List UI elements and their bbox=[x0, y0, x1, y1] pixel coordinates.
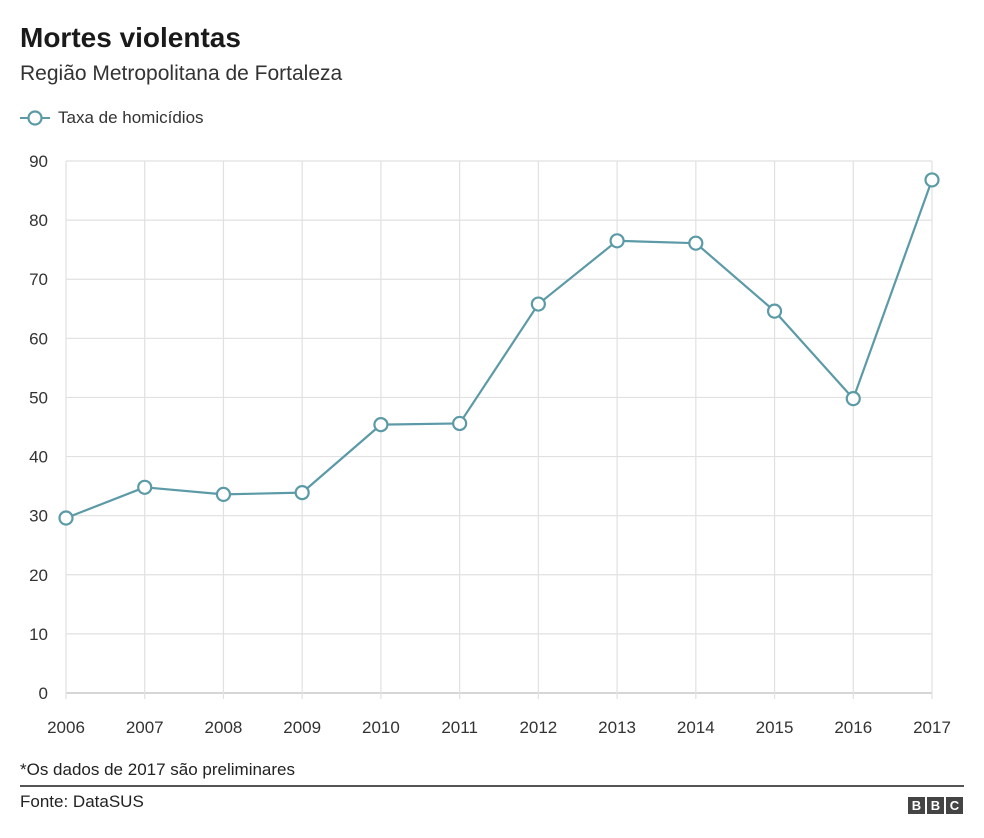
bbc-logo-letter: B bbox=[927, 797, 944, 814]
x-tick-label: 2012 bbox=[519, 718, 557, 737]
bbc-logo: B B C bbox=[908, 797, 963, 814]
data-point bbox=[452, 415, 468, 432]
footnote: *Os dados de 2017 são preliminares bbox=[20, 760, 295, 779]
x-tick-label: 2009 bbox=[283, 718, 321, 737]
y-tick-label: 60 bbox=[29, 329, 48, 348]
chart-subtitle: Região Metropolitana de Fortaleza bbox=[20, 62, 343, 85]
x-tick-label: 2016 bbox=[834, 718, 872, 737]
y-tick-label: 0 bbox=[39, 684, 48, 703]
series-taxa-de-homicidios bbox=[58, 172, 940, 526]
y-tick-label: 70 bbox=[29, 270, 48, 289]
data-point bbox=[766, 303, 783, 319]
data-point bbox=[530, 296, 546, 312]
x-tick-label: 2007 bbox=[126, 718, 164, 737]
data-point bbox=[688, 235, 704, 251]
y-tick-label: 50 bbox=[29, 388, 48, 407]
y-tick-label: 90 bbox=[29, 152, 48, 171]
chart-title: Mortes violentas bbox=[20, 22, 241, 53]
x-tick-label: 2010 bbox=[362, 718, 400, 737]
data-point bbox=[294, 485, 310, 501]
x-axis-labels: 2006 2007 2008 2009 2010 2011 2012 2013 2014 2015… bbox=[47, 718, 951, 737]
x-tick-label: 2008 bbox=[205, 718, 243, 737]
data-point bbox=[215, 486, 232, 502]
x-tick-label: 2015 bbox=[756, 718, 794, 737]
y-tick-label: 30 bbox=[29, 507, 48, 526]
source-credit: Fonte: DataSUS bbox=[20, 792, 144, 811]
x-tick-label: 2014 bbox=[677, 718, 715, 737]
legend-line-marker-icon bbox=[20, 110, 50, 126]
bbc-logo-letter: B bbox=[908, 797, 925, 814]
x-tick-label: 2011 bbox=[441, 718, 478, 737]
data-point bbox=[845, 391, 861, 407]
data-point bbox=[373, 417, 389, 433]
y-axis-labels: 0 10 20 30 40 50 60 70 80 90 bbox=[29, 152, 48, 703]
y-tick-label: 80 bbox=[29, 211, 48, 230]
data-point bbox=[58, 510, 74, 526]
x-tick-label: 2006 bbox=[47, 718, 85, 737]
footer-divider bbox=[20, 785, 964, 787]
series-line bbox=[65, 179, 934, 520]
bbc-logo-letter: C bbox=[946, 797, 963, 814]
legend-label: Taxa de homicídios bbox=[58, 108, 204, 127]
data-point bbox=[609, 233, 625, 249]
legend: Taxa de homicídios bbox=[20, 106, 204, 130]
y-tick-label: 10 bbox=[29, 625, 48, 644]
data-point bbox=[137, 479, 153, 495]
y-tick-label: 20 bbox=[29, 566, 48, 585]
x-tick-label: 2013 bbox=[598, 718, 636, 737]
line-chart: 0 10 20 30 40 50 60 70 80 90 2006 2007 2008 2009 2010… bbox=[29, 152, 951, 737]
data-point bbox=[924, 172, 940, 188]
grid bbox=[65, 160, 933, 699]
y-tick-label: 40 bbox=[29, 448, 48, 467]
x-tick-label: 2017 bbox=[913, 718, 951, 737]
